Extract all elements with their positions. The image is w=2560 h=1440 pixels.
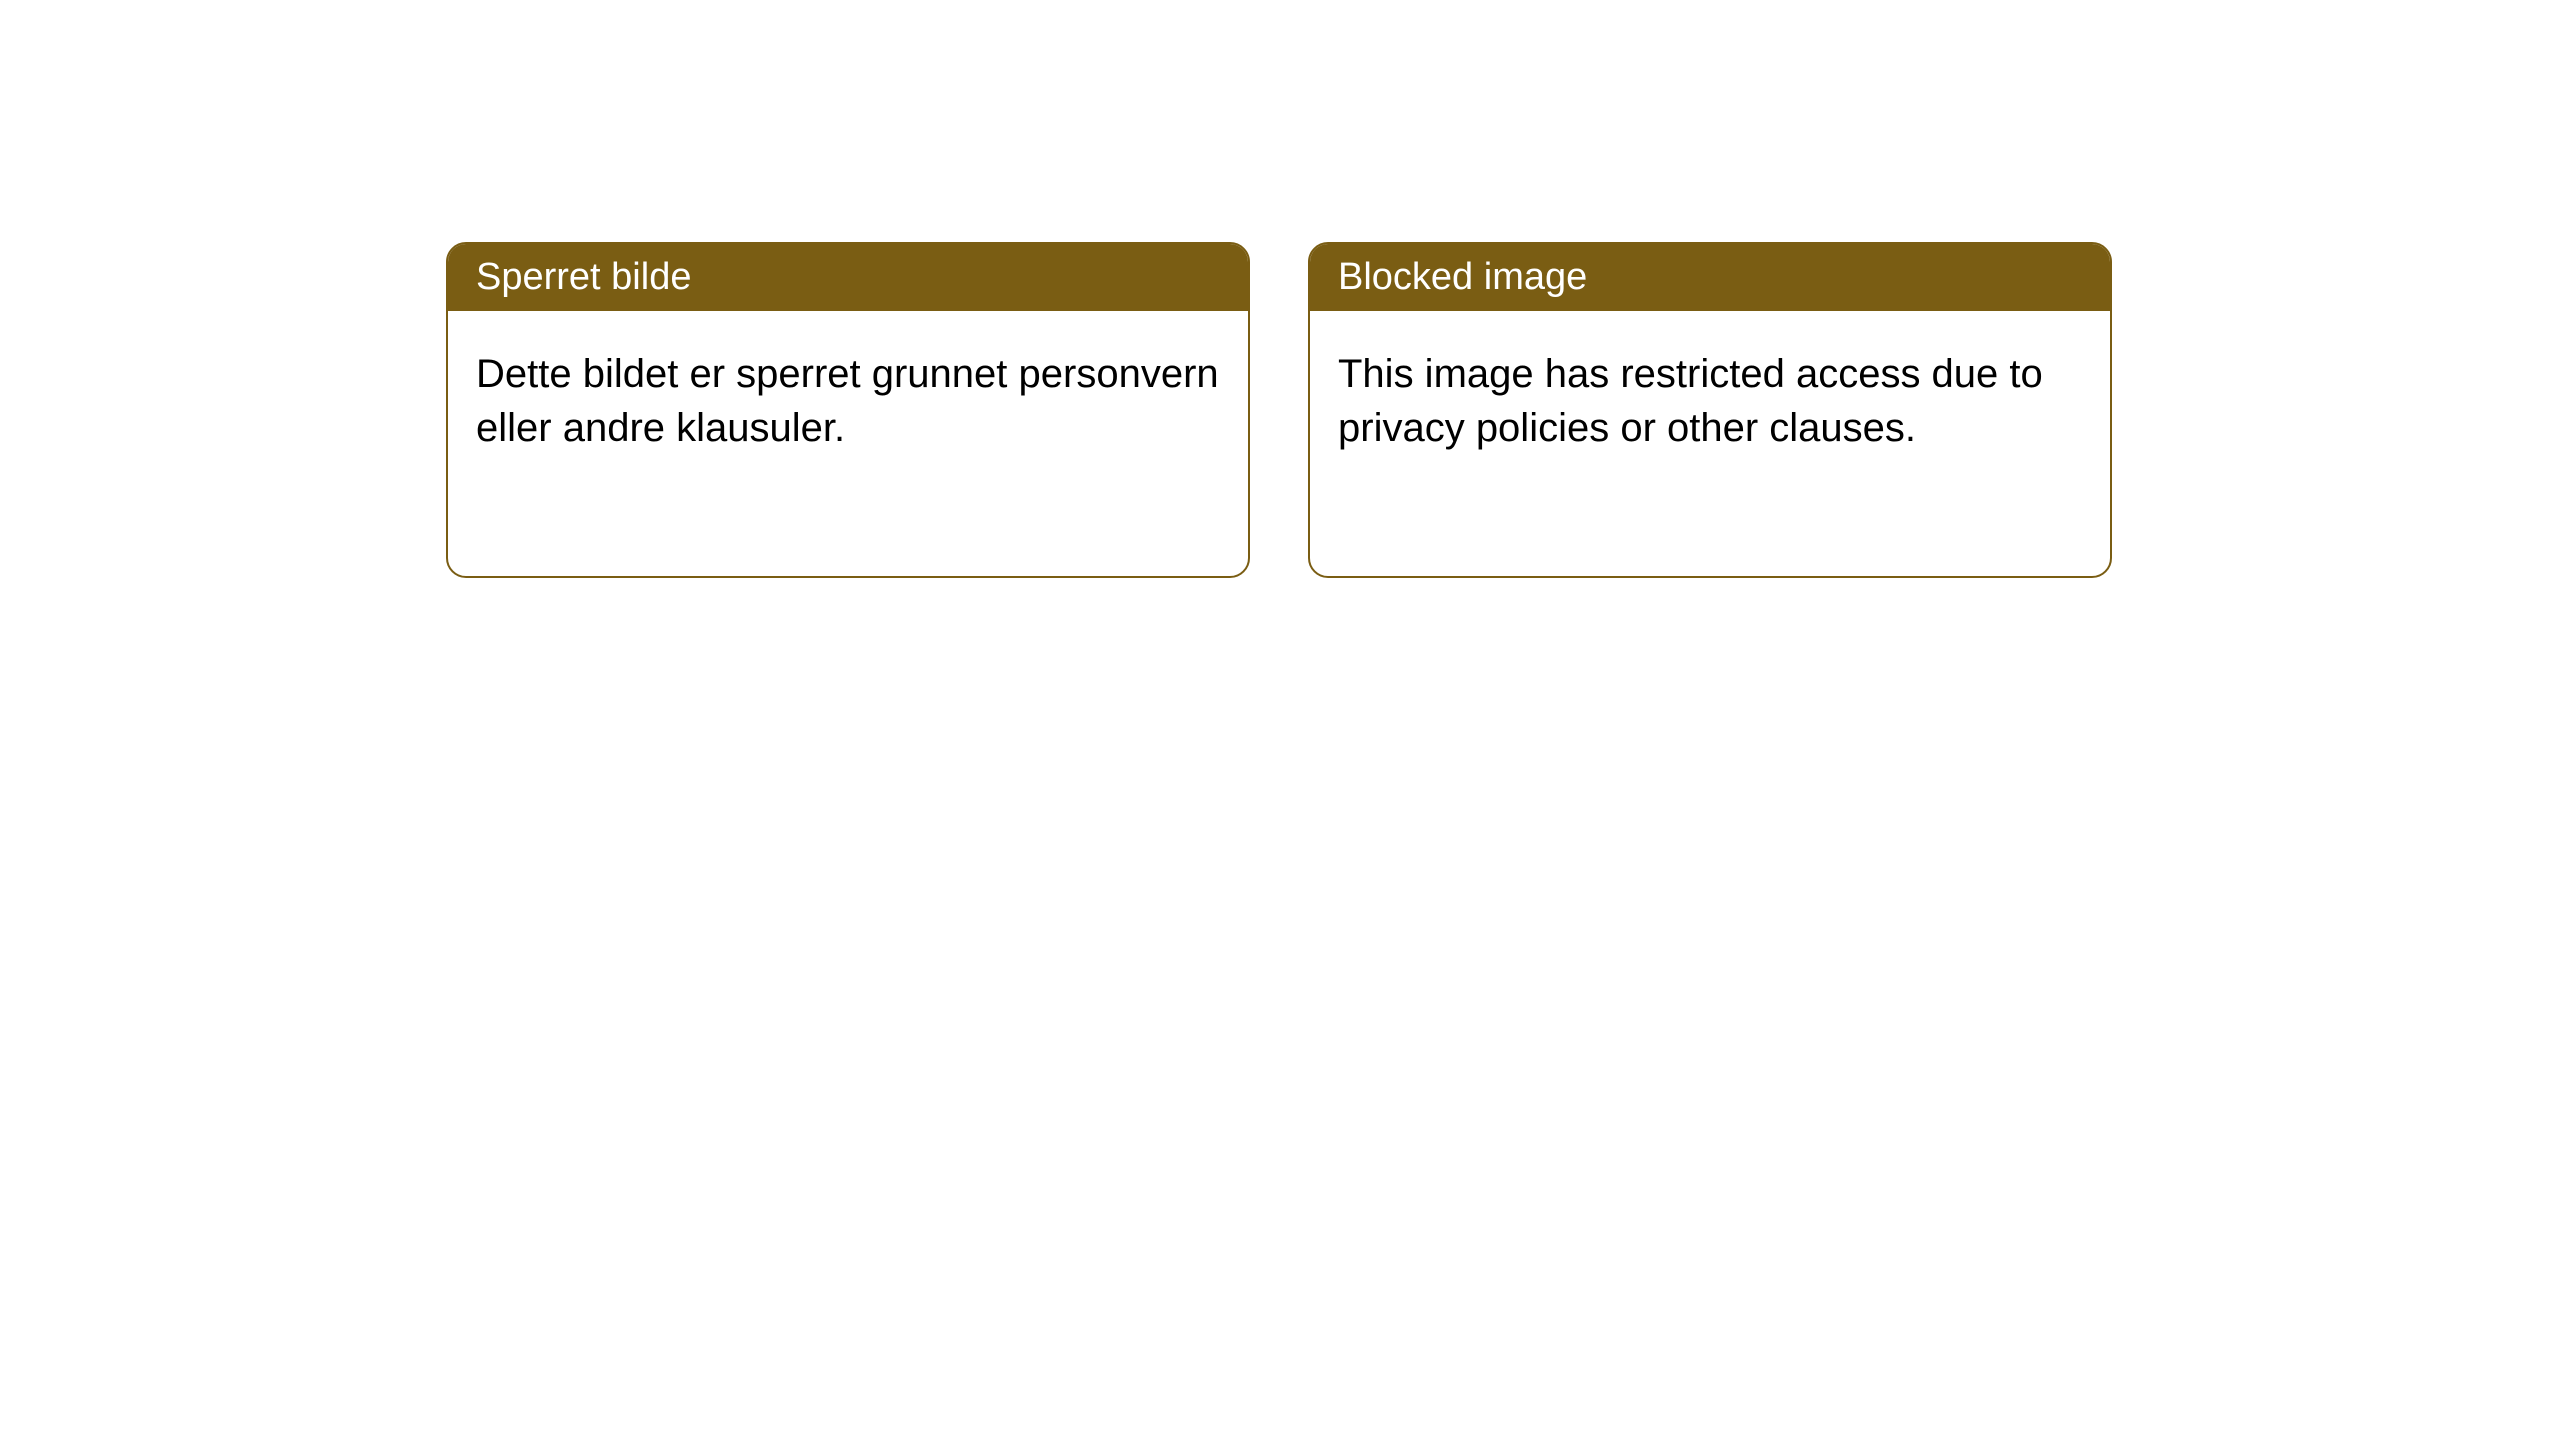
card-body: Dette bildet er sperret grunnet personve… bbox=[448, 311, 1248, 491]
card-title: Sperret bilde bbox=[476, 256, 691, 298]
notice-container: Sperret bilde Dette bildet er sperret gr… bbox=[446, 242, 2112, 578]
card-body-text: This image has restricted access due to … bbox=[1338, 352, 2043, 450]
card-body: This image has restricted access due to … bbox=[1310, 311, 2110, 491]
blocked-image-card-norwegian: Sperret bilde Dette bildet er sperret gr… bbox=[446, 242, 1250, 578]
card-title: Blocked image bbox=[1338, 256, 1587, 298]
card-header: Blocked image bbox=[1310, 244, 2110, 311]
blocked-image-card-english: Blocked image This image has restricted … bbox=[1308, 242, 2112, 578]
card-body-text: Dette bildet er sperret grunnet personve… bbox=[476, 352, 1219, 450]
card-header: Sperret bilde bbox=[448, 244, 1248, 311]
